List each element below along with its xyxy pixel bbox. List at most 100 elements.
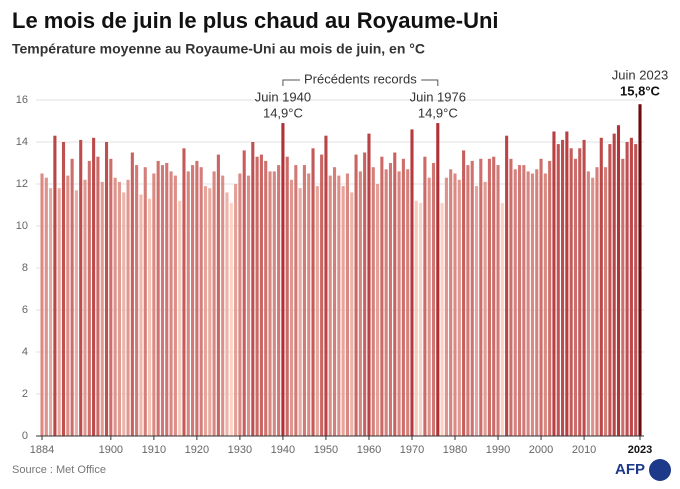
bar	[522, 165, 526, 436]
bar	[591, 177, 595, 436]
bar	[604, 167, 608, 436]
bar	[289, 179, 294, 437]
bracket-label-bg	[299, 71, 422, 87]
bar	[444, 177, 448, 436]
x-tick-label: 1900	[99, 444, 123, 456]
bar	[337, 175, 341, 436]
bar	[320, 154, 324, 436]
bar	[208, 188, 212, 436]
logo: AFP	[615, 461, 645, 478]
bar	[242, 150, 246, 436]
bar	[156, 160, 160, 436]
bar	[311, 148, 315, 437]
bar	[203, 186, 208, 436]
bar	[629, 137, 633, 437]
x-tick-label: 1960	[357, 444, 381, 456]
bar	[126, 179, 130, 437]
x-tick-label: 1980	[443, 444, 467, 456]
bar	[96, 156, 100, 436]
bar	[109, 158, 113, 437]
bar	[599, 137, 603, 437]
bar	[535, 169, 539, 437]
bar	[414, 200, 418, 436]
bar	[371, 167, 375, 436]
bar	[302, 165, 306, 436]
bar	[530, 173, 534, 436]
y-tick-label: 4	[22, 346, 28, 358]
bar	[569, 148, 573, 437]
bar	[548, 160, 552, 436]
bar	[74, 190, 78, 436]
bar	[113, 177, 117, 436]
bracket-label: Précédents records	[304, 71, 417, 86]
bar	[479, 158, 483, 437]
bar	[634, 144, 638, 436]
bar	[139, 194, 143, 436]
chart-subtitle: Température moyenne au Royaume-Uni au mo…	[12, 41, 425, 57]
bar	[122, 192, 126, 436]
bar	[272, 171, 276, 436]
bar	[388, 163, 393, 436]
bar	[281, 123, 285, 436]
y-tick-label: 12	[16, 178, 28, 190]
bar	[294, 165, 298, 436]
bar	[509, 158, 513, 437]
x-tick-label: 2023	[628, 444, 652, 456]
bar	[277, 165, 281, 436]
y-tick-label: 10	[16, 220, 28, 232]
y-tick-label: 0	[22, 430, 28, 442]
bar	[526, 171, 530, 436]
bar	[199, 167, 203, 436]
bar	[423, 156, 427, 436]
bar	[431, 163, 436, 436]
bar	[79, 139, 83, 436]
bar	[556, 144, 560, 436]
bar	[148, 198, 152, 436]
bar	[44, 177, 48, 436]
bar	[66, 175, 70, 436]
bar	[492, 156, 496, 436]
bar	[100, 181, 104, 436]
bar	[543, 173, 547, 436]
bar	[500, 202, 504, 436]
bar	[212, 171, 216, 436]
bar	[457, 179, 461, 437]
bar	[517, 165, 522, 436]
y-tick-label: 8	[22, 262, 28, 274]
bar	[328, 175, 332, 436]
bar	[466, 165, 470, 436]
bar	[363, 152, 367, 436]
bar	[117, 181, 121, 436]
x-tick-label: 1884	[30, 444, 54, 456]
bar	[178, 200, 182, 436]
bar	[238, 173, 242, 436]
bar	[285, 156, 289, 436]
annotation-label: Juin 1940	[255, 89, 311, 104]
bar	[83, 179, 87, 437]
bar	[487, 158, 491, 437]
bar	[513, 169, 517, 437]
bar	[539, 158, 543, 437]
bar	[49, 188, 53, 436]
annotation-label: Juin 1976	[410, 89, 466, 104]
bar	[298, 188, 302, 436]
bar	[182, 148, 186, 437]
bar	[367, 133, 371, 436]
bar	[345, 173, 350, 436]
bar	[57, 188, 61, 436]
bar	[621, 158, 625, 437]
x-tick-label: 2000	[529, 444, 553, 456]
annotation-value: 14,9°C	[263, 105, 303, 120]
x-tick-label: 1910	[142, 444, 166, 456]
bar	[92, 137, 96, 437]
bar	[350, 192, 354, 436]
bar	[483, 181, 487, 436]
bar	[419, 202, 423, 436]
bar	[505, 135, 509, 436]
bar	[216, 154, 220, 436]
bar	[397, 171, 401, 436]
x-tick-label: 1990	[486, 444, 510, 456]
bar	[496, 165, 500, 436]
bar	[612, 133, 616, 436]
